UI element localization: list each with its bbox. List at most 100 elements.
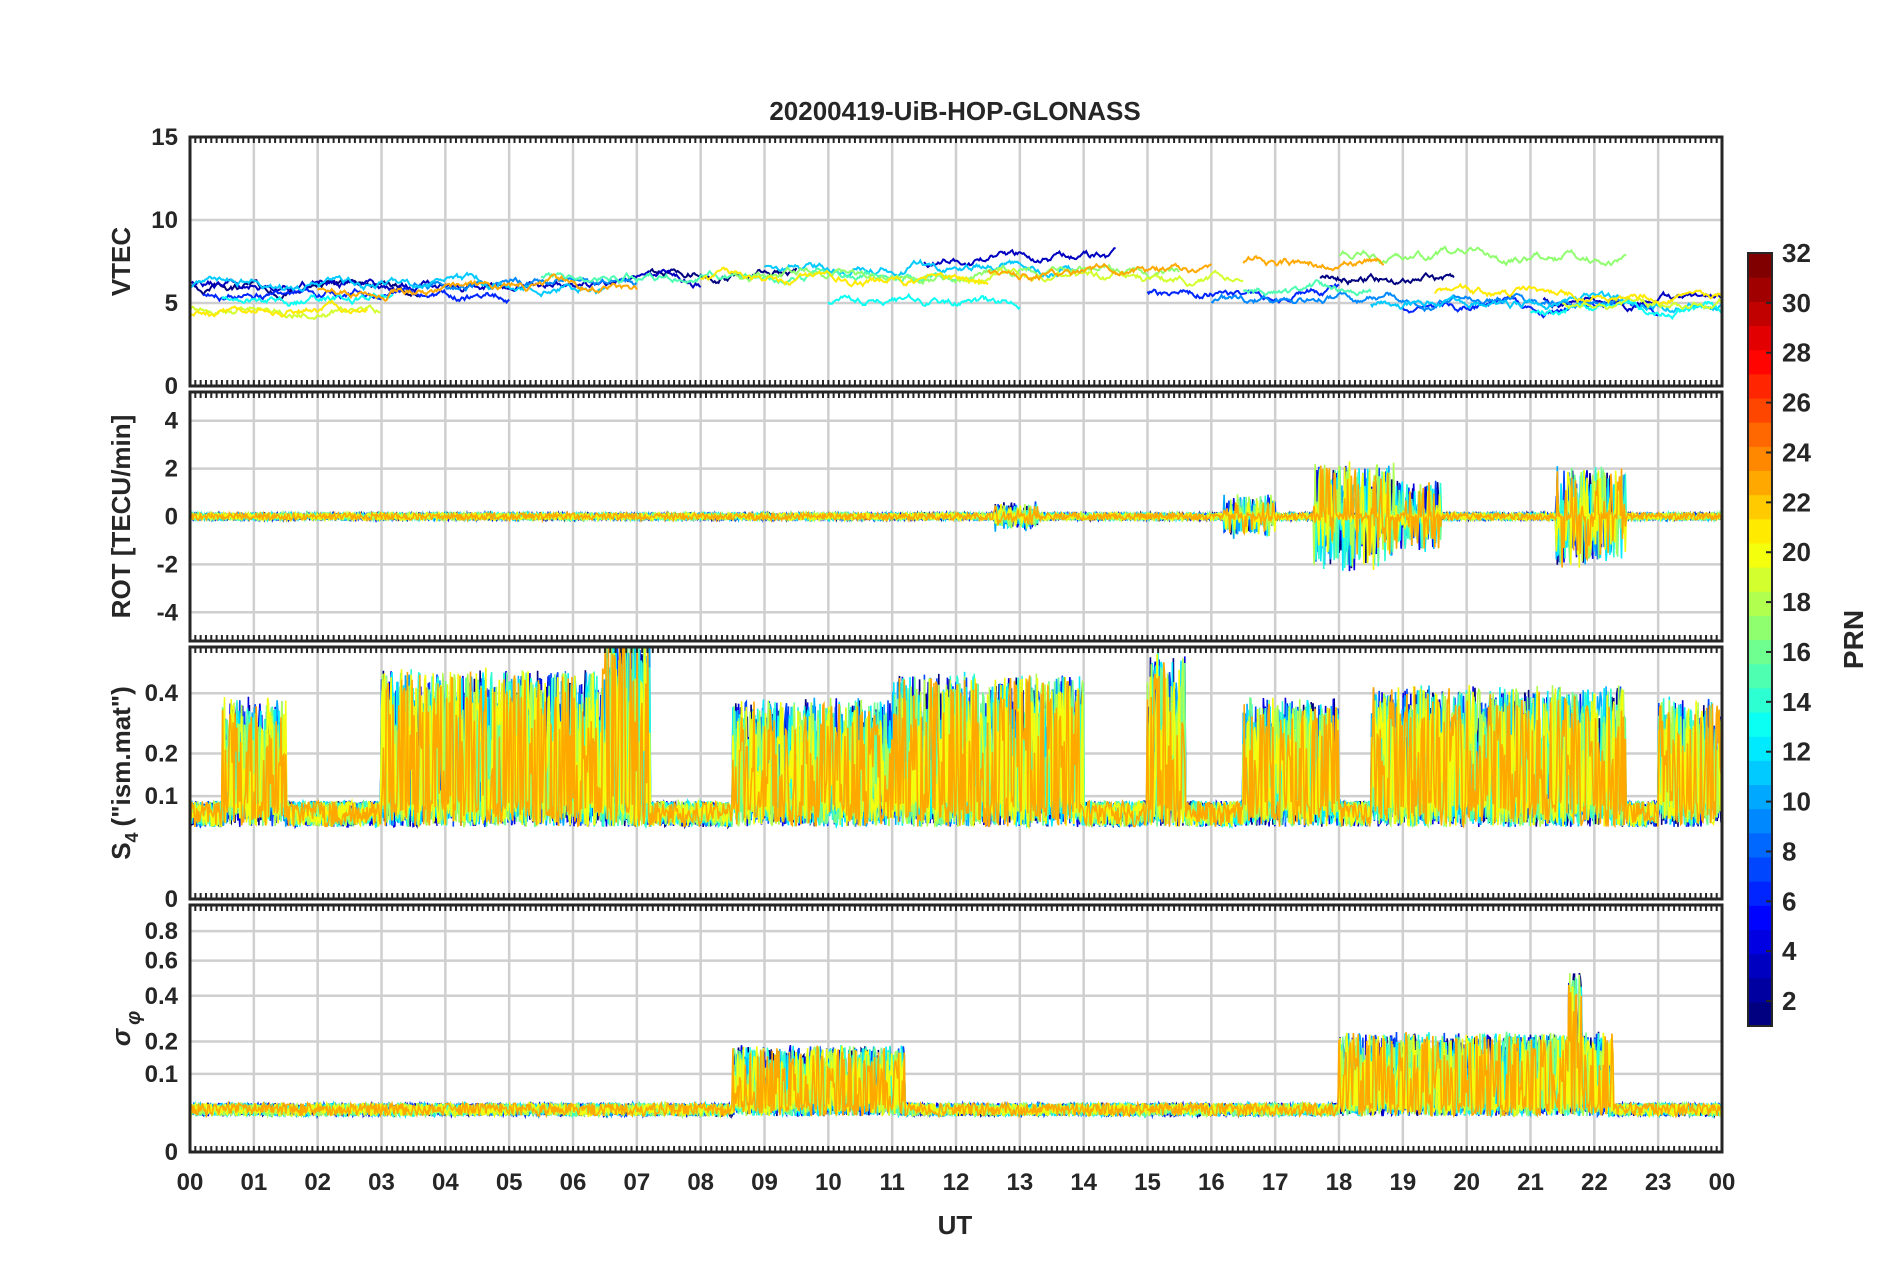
- sigma-series-prn23: [190, 984, 1722, 1119]
- y-tick-label: 5: [165, 290, 178, 317]
- x-tick-label: 23: [1645, 1169, 1672, 1196]
- y-tick-label: 0: [165, 886, 178, 913]
- vtec-series-prn3: [1542, 290, 1722, 313]
- colorbar-level: [1748, 349, 1772, 375]
- x-tick-label: 05: [496, 1169, 523, 1196]
- vtec-series-prn6: [1146, 282, 1340, 304]
- colorbar-level: [1748, 856, 1772, 882]
- colorbar-level: [1748, 953, 1772, 979]
- colorbar-level: [1748, 567, 1772, 592]
- x-tick-label: 08: [687, 1169, 714, 1196]
- panel-frame-s4: [188, 645, 1724, 901]
- x-tick-label: 03: [368, 1169, 395, 1196]
- panel-s4: 0 0.1 0.2 0.4S4("ism.mat"): [106, 645, 1724, 913]
- vtec-series-prn11: [190, 271, 606, 298]
- x-tick-label: 00: [1709, 1169, 1736, 1196]
- colorbar-tick-label: 6: [1782, 886, 1796, 916]
- vtec-series-prn23: [1242, 254, 1385, 272]
- x-tick-label: 10: [815, 1169, 842, 1196]
- colorbar-tick-label: 12: [1782, 737, 1811, 767]
- colorbar-level: [1748, 446, 1772, 472]
- x-tick-label: 01: [240, 1169, 267, 1196]
- colorbar-level: [1748, 784, 1772, 810]
- vtec-series-prn11: [1370, 290, 1722, 314]
- x-tick-label: 11: [879, 1169, 904, 1196]
- vtec-series-prn17: [1338, 245, 1627, 267]
- y-axis-label-vtec: VTEC: [106, 227, 136, 297]
- x-tick-label: 07: [623, 1169, 650, 1196]
- x-tick-label: 06: [560, 1169, 587, 1196]
- colorbar-level: [1748, 687, 1772, 713]
- y-tick-label: 0.1: [145, 783, 178, 810]
- colorbar-tick-label: 32: [1782, 238, 1811, 268]
- rot-series-prn23: [190, 465, 1722, 568]
- colorbar-tick-label: 20: [1782, 537, 1811, 567]
- colorbar-tick-label: 8: [1782, 836, 1796, 866]
- y-tick-label: 0.1: [145, 1061, 178, 1088]
- vtec-series-prn21: [190, 299, 369, 318]
- colorbar-tick-label: 16: [1782, 637, 1811, 667]
- colorbar-level: [1748, 832, 1772, 858]
- x-tick-label: 04: [432, 1169, 459, 1196]
- chart-title: 20200419-UiB-HOP-GLONASS: [769, 96, 1140, 126]
- y-tick-label: 0.2: [145, 1029, 178, 1056]
- panel-frame-vtec: [188, 135, 1724, 388]
- vtec-series-prn11: [763, 258, 1084, 279]
- colorbar-tick-label: 10: [1782, 787, 1811, 817]
- colorbar-level: [1748, 591, 1772, 616]
- vtec-series-prn9: [1210, 290, 1628, 313]
- x-tick-label: 22: [1581, 1169, 1608, 1196]
- colorbar-level: [1748, 663, 1772, 689]
- colorbar-level: [1748, 977, 1772, 1003]
- vtec-series-prn23: [987, 262, 1213, 283]
- vtec-series-prn19: [1562, 295, 1722, 311]
- y-tick-label: 0.2: [145, 741, 178, 768]
- x-tick-label: 12: [943, 1169, 970, 1196]
- y-tick-label: 0.4: [145, 680, 179, 707]
- series-vtec: [190, 245, 1722, 321]
- colorbar-level: [1748, 542, 1772, 568]
- vtec-series-prn13: [827, 292, 1021, 311]
- x-tick-label: 20: [1453, 1169, 1480, 1196]
- x-tick-label: 14: [1070, 1169, 1097, 1196]
- vtec-series-prn21: [700, 266, 989, 288]
- colorbar-level: [1748, 905, 1772, 930]
- y-tick-label: 4: [165, 408, 179, 435]
- panel-frame-rot: [188, 390, 1724, 643]
- panel-vtec: 0 5 10 15 VTEC: [106, 124, 1724, 400]
- panel-rot: -4 -2 0 2 4 ROT [TECU/min]: [106, 390, 1724, 643]
- colorbar-level: [1748, 470, 1772, 496]
- colorbar-tick-label: 28: [1782, 338, 1811, 368]
- colorbar-tick-label: 14: [1782, 687, 1811, 717]
- x-tick-label: 02: [304, 1169, 331, 1196]
- vtec-series-prn19: [955, 267, 1244, 288]
- colorbar-tick-label: 18: [1782, 587, 1811, 617]
- colorbar-tick-label: 30: [1782, 288, 1811, 318]
- colorbar-level: [1748, 736, 1772, 761]
- colorbar-frame: [1747, 252, 1773, 1027]
- y-tick-label: 0.4: [145, 983, 179, 1010]
- x-tick-label: 17: [1262, 1169, 1289, 1196]
- colorbar-level: [1748, 277, 1772, 302]
- y-axis-label-s4: S4("ism.mat"): [106, 686, 142, 860]
- colorbar-level: [1748, 615, 1772, 641]
- vtec-series-prn13: [221, 292, 394, 307]
- vtec-series-prn23: [317, 273, 638, 303]
- colorbar-level: [1748, 1001, 1772, 1027]
- colorbar-tick-label: 26: [1782, 388, 1811, 418]
- x-tick-label: 16: [1198, 1169, 1225, 1196]
- colorbar-level: [1748, 518, 1772, 544]
- y-tick-label: 0: [165, 504, 178, 531]
- grid-rot: [188, 392, 1724, 641]
- colorbar-level: [1748, 711, 1772, 737]
- y-axis-label-rot: ROT [TECU/min]: [106, 415, 136, 619]
- y-tick-label: 10: [151, 207, 178, 234]
- vtec-series-prn15: [1242, 279, 1372, 297]
- x-axis-label: UT: [938, 1210, 973, 1240]
- colorbar-level: [1748, 760, 1772, 786]
- colorbar-label: PRN: [1838, 610, 1869, 669]
- x-tick-label: 19: [1389, 1169, 1416, 1196]
- colorbar-level: [1748, 301, 1772, 327]
